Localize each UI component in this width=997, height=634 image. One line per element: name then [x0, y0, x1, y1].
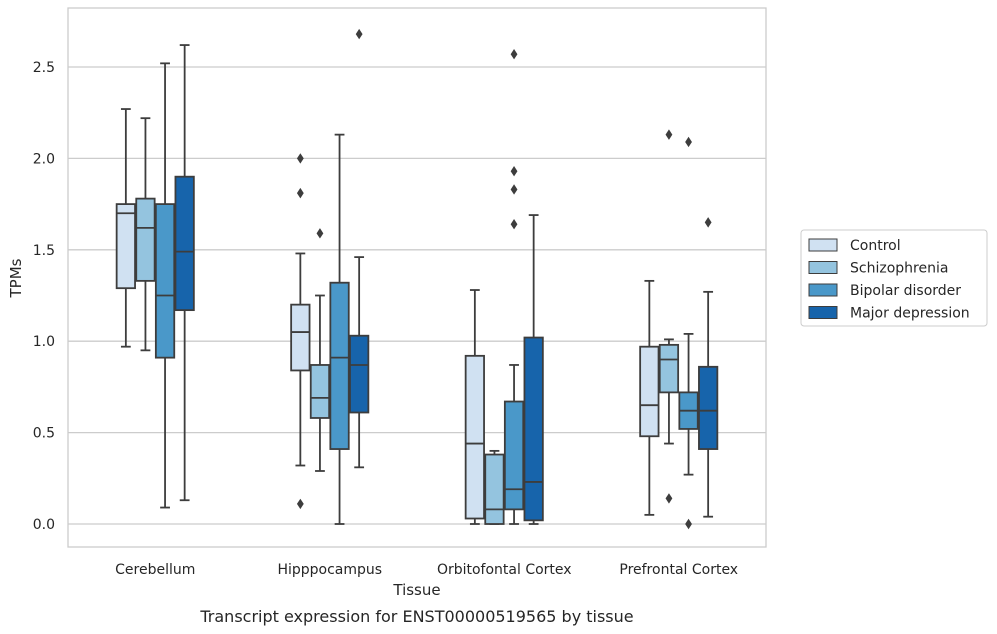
box-control: [115, 108, 136, 348]
box-iqr: [290, 303, 311, 372]
box-iqr: [464, 354, 485, 520]
box-bipolar-disorder: [154, 62, 176, 509]
outlier-point: [510, 49, 518, 60]
box-control: [639, 279, 660, 516]
box-schizophrenia: [658, 129, 680, 504]
outlier-point: [296, 498, 304, 510]
box-iqr: [484, 453, 505, 525]
x-tick-label: Orbitofontal Cortex: [437, 562, 572, 578]
box-iqr: [135, 197, 156, 282]
box-major-depression: [174, 44, 195, 502]
outlier-point: [296, 187, 304, 199]
box-bipolar-disorder: [678, 136, 699, 530]
outlier-point: [510, 219, 518, 230]
legend-frame: [800, 229, 988, 327]
box-schizophrenia: [484, 449, 505, 525]
outlier-point: [510, 165, 518, 177]
x-tick-labels: Cerebellum Hipppocampus Orbitofontal Corte…: [115, 562, 738, 578]
legend-swatch: [808, 238, 838, 252]
legend-swatch: [808, 261, 838, 274]
outlier-point: [355, 28, 363, 40]
x-axis-label: Tissue: [392, 581, 440, 599]
legend-label: Schizophrenia: [850, 261, 948, 277]
outlier-point: [316, 228, 324, 239]
box-iqr: [503, 400, 525, 511]
y-tick-label: 0.0: [33, 517, 55, 533]
y-tick-label: 2.5: [33, 60, 55, 76]
y-tick-labels: 0.0 0.5 1.0 1.5 2.0 2.5: [33, 60, 55, 533]
chart-caption: Transcript expression for ENST0000051956…: [199, 607, 633, 626]
y-axis-label: TPMs: [7, 258, 25, 298]
outlier-point: [296, 153, 304, 164]
box-schizophrenia: [309, 228, 331, 472]
box-control: [290, 153, 311, 510]
box-iqr: [523, 336, 544, 522]
legend-swatch: [808, 283, 838, 297]
outlier-point: [665, 129, 673, 140]
box-iqr: [174, 175, 195, 312]
box-bipolar-disorder: [503, 49, 525, 525]
outlier-point: [685, 136, 692, 148]
outlier-point: [510, 184, 518, 195]
legend: Control Schizophrenia Bipolar disorder Majo…: [800, 229, 988, 327]
box-bipolar-disorder: [329, 133, 350, 525]
box-major-depression: [698, 217, 719, 518]
legend-label: Bipolar disorder: [850, 283, 961, 299]
y-tick-label: 1.0: [33, 334, 55, 350]
outlier-point: [665, 493, 673, 504]
box-iqr: [658, 343, 680, 394]
box-iqr: [639, 345, 660, 438]
box-iqr: [154, 203, 176, 359]
y-tick-label: 2.0: [33, 151, 55, 167]
legend-label: Major depression: [850, 306, 970, 322]
y-tick-label: 0.5: [33, 426, 55, 442]
box-major-depression: [523, 214, 544, 525]
legend-label: Control: [850, 238, 901, 254]
box-control: [464, 289, 485, 525]
box-iqr: [115, 203, 136, 290]
x-tick-label: Cerebellum: [115, 562, 195, 578]
box-iqr: [349, 334, 370, 414]
y-tick-label: 1.5: [33, 243, 55, 259]
outlier-point: [704, 217, 712, 228]
box-iqr: [329, 281, 350, 450]
box-groups: [115, 28, 719, 530]
box-iqr: [698, 365, 719, 450]
plot-frame: [67, 7, 767, 548]
x-tick-label: Hipppocampus: [277, 562, 382, 578]
outlier-point: [685, 518, 692, 530]
box-schizophrenia: [135, 117, 156, 352]
box-iqr: [309, 364, 331, 419]
legend-swatch: [808, 306, 838, 319]
box-major-depression: [349, 28, 370, 469]
x-tick-label: Prefrontal Cortex: [619, 562, 738, 578]
